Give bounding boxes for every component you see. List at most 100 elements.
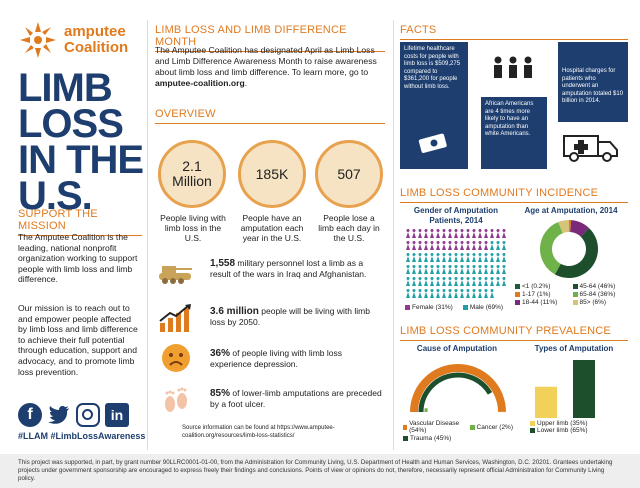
social-icons: f in [18,403,129,427]
gender-title: Gender of Amputation Patients, 2014 [413,206,499,225]
gender-person-mark [412,277,416,286]
gender-person-mark [490,253,494,262]
gender-person-mark [454,241,458,250]
gender-person-mark [502,265,506,274]
month-link[interactable]: amputee-coalition.org [155,78,245,88]
gender-person-mark [460,241,464,250]
footer: This project was supported, in part, by … [0,454,640,488]
logo-line1: amputee [64,23,126,40]
sad-face-icon [162,344,190,372]
gender-person-mark [490,241,494,250]
tank-icon [159,266,192,284]
gender-person-mark [436,265,440,274]
growth-chart-icon [159,304,191,332]
gender-person-mark [472,253,476,262]
gender-person-mark [454,229,458,238]
legend-item: <1 (0.2%) [515,283,573,290]
gender-person-mark [478,265,482,274]
gender-person-mark [448,277,452,286]
title-line: LIMB [18,66,113,110]
overview-row: 36% of people living with limb loss expe… [210,348,342,369]
gender-person-mark [412,265,416,274]
gender-person-mark [502,253,506,262]
gender-person-mark [448,289,452,298]
month-text: The Amputee Coalition has designated Apr… [155,45,377,88]
fact-box: Hospital charges for patients who underw… [558,42,628,122]
gender-person-mark [466,253,470,262]
gender-person-mark [496,265,500,274]
linkedin-icon[interactable]: in [105,403,129,427]
types-legend: Upper limb (35%) Lower limb (65%) [530,420,588,434]
main-title: LIMB LOSS IN THE U.S. [18,66,144,216]
gender-person-mark [430,241,434,250]
gender-person-mark [442,253,446,262]
gender-person-mark [502,277,506,286]
cause-title: Cause of Amputation [416,344,498,353]
gender-person-mark [478,289,482,298]
gender-person-mark [424,229,428,238]
title-line: LOSS [18,102,124,146]
support-p1: The Amputee Coalition is the leading, na… [18,232,138,285]
gender-person-mark [472,229,476,238]
gender-person-mark [436,289,440,298]
gender-person-mark [454,289,458,298]
cause-arc [418,372,493,413]
gender-person-mark [460,277,464,286]
gender-person-mark [436,277,440,286]
overview-row: 3.6 million people will be living with l… [210,306,370,327]
gender-person-mark [424,277,428,286]
gender-person-mark [418,265,422,274]
gender-person-mark [430,289,434,298]
gender-person-mark [484,229,488,238]
overview-row: 1,558 military personnel lost a limb as … [210,258,367,279]
legend-item: Cancer (2%) [469,420,513,434]
cause-chart [410,364,506,413]
gender-person-mark [424,241,428,250]
twitter-icon[interactable] [47,403,71,427]
gender-person-mark [448,265,452,274]
gender-person-mark [454,277,458,286]
legend-item: Trauma (45%) [403,435,466,442]
gender-person-mark [424,265,428,274]
age-slice [554,228,598,278]
gender-person-mark [496,253,500,262]
stat-caption: People living with limb loss in the U.S. [160,213,226,243]
gender-person-mark [406,229,410,238]
types-bar [573,360,595,418]
facebook-icon[interactable]: f [18,403,42,427]
fact-box: Lifetime healthcare costs for people wit… [400,42,468,122]
cause-legend: Vascular Disease (54%) Cancer (2%) Traum… [403,420,513,442]
gender-person-mark [418,289,422,298]
gender-person-mark [412,253,416,262]
gender-person-mark [460,265,464,274]
gender-person-mark [466,289,470,298]
age-slice [540,222,563,275]
gender-person-mark [484,289,488,298]
gender-person-mark [448,241,452,250]
age-slice [569,220,572,233]
age-slice [570,220,590,237]
gender-person-mark [502,241,506,250]
money-icon [418,133,447,153]
gender-person-mark [460,253,464,262]
title-line: IN THE [18,138,144,182]
divider [147,20,148,450]
gender-person-mark [460,229,464,238]
instagram-icon[interactable] [76,403,100,427]
prevalence-heading: LIMB LOSS COMMUNITY PREVALENCE [400,325,628,341]
fact-icon-box [400,122,468,169]
hashtags: #LLAM #LimbLossAwareness [18,431,146,441]
gender-person-mark [442,265,446,274]
gender-person-mark [412,241,416,250]
logo-line2: Coalition [64,39,129,56]
gender-person-mark [466,241,470,250]
gender-chart [406,229,506,298]
logo: amputee Coalition [18,20,148,62]
gender-person-mark [490,277,494,286]
gender-person-mark [496,241,500,250]
gender-person-mark [436,229,440,238]
incidence-heading: LIMB LOSS COMMUNITY INCIDENCE [400,187,628,203]
legend-item: Female (31%) [405,304,453,311]
gender-person-mark [472,289,476,298]
gender-person-mark [478,277,482,286]
